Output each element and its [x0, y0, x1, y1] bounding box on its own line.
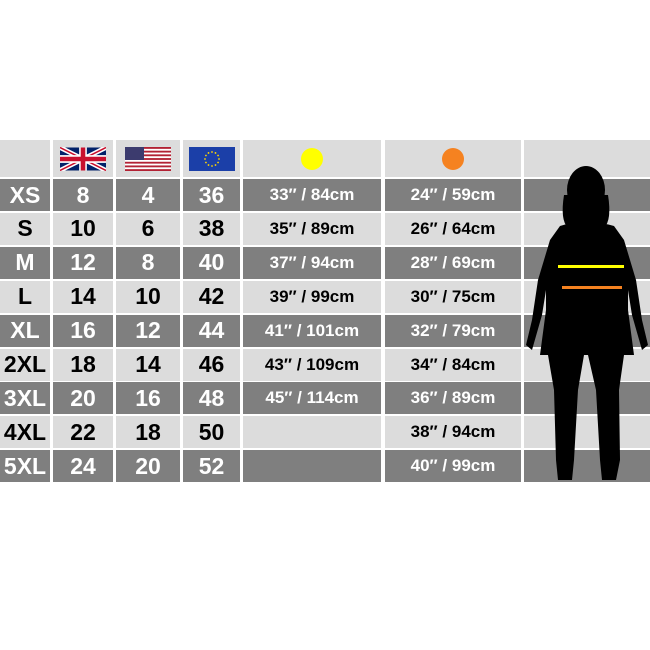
- figure-cell: [524, 450, 650, 483]
- us-size: 6: [116, 212, 180, 245]
- bust-measurement: 39″ / 99cm: [243, 280, 381, 313]
- waist-measurement: 36″ / 89cm: [385, 382, 521, 415]
- header-cell: [243, 140, 381, 177]
- header-cell: [116, 140, 180, 177]
- uk-size: 20: [53, 382, 113, 415]
- eu-size: 52: [183, 450, 240, 483]
- uk-size: 14: [53, 280, 113, 313]
- uk-size: 10: [53, 212, 113, 245]
- eu-size: 46: [183, 348, 240, 381]
- waist-line: [562, 286, 622, 289]
- us-size: 10: [116, 280, 180, 313]
- header-cell: [0, 140, 50, 177]
- us-size: 20: [116, 450, 180, 483]
- uk-size: 18: [53, 348, 113, 381]
- uk-flag-icon: [60, 146, 106, 171]
- size-label: M: [0, 246, 50, 279]
- bust-measurement: 43″ / 109cm: [243, 348, 381, 381]
- size-label: S: [0, 212, 50, 245]
- eu-size: 42: [183, 280, 240, 313]
- bust-line: [558, 265, 624, 268]
- us-flag-icon: [125, 146, 171, 171]
- us-size: 14: [116, 348, 180, 381]
- waist-measurement: 26″ / 64cm: [385, 212, 521, 245]
- waist-dot-icon: [442, 147, 464, 170]
- size-label: XL: [0, 314, 50, 347]
- waist-measurement: 30″ / 75cm: [385, 280, 521, 313]
- figure-cell: [524, 382, 650, 415]
- eu-size: 48: [183, 382, 240, 415]
- us-size: 16: [116, 382, 180, 415]
- bust-measurement: [243, 450, 381, 483]
- eu-size: 40: [183, 246, 240, 279]
- bust-measurement: [243, 416, 381, 449]
- eu-size: 44: [183, 314, 240, 347]
- uk-size: 22: [53, 416, 113, 449]
- eu-size: 36: [183, 179, 240, 211]
- bust-measurement: 37″ / 94cm: [243, 246, 381, 279]
- size-label: 5XL: [0, 450, 50, 483]
- uk-size: 8: [53, 179, 113, 211]
- size-label: 3XL: [0, 382, 50, 415]
- eu-size: 38: [183, 212, 240, 245]
- bust-dot-icon: [301, 147, 323, 170]
- waist-measurement: 40″ / 99cm: [385, 450, 521, 483]
- size-label: XS: [0, 179, 50, 211]
- waist-measurement: 24″ / 59cm: [385, 179, 521, 211]
- eu-size: 50: [183, 416, 240, 449]
- waist-measurement: 38″ / 94cm: [385, 416, 521, 449]
- uk-size: 12: [53, 246, 113, 279]
- uk-size: 24: [53, 450, 113, 483]
- us-size: 12: [116, 314, 180, 347]
- us-size: 8: [116, 246, 180, 279]
- bust-measurement: 41″ / 101cm: [243, 314, 381, 347]
- waist-measurement: 32″ / 79cm: [385, 314, 521, 347]
- figure-cell: [524, 416, 650, 449]
- waist-measurement: 34″ / 84cm: [385, 348, 521, 381]
- header-cell: [385, 140, 521, 177]
- eu-flag-icon: [188, 146, 235, 171]
- size-label: 2XL: [0, 348, 50, 381]
- header-cell: [183, 140, 240, 177]
- size-label: L: [0, 280, 50, 313]
- uk-size: 16: [53, 314, 113, 347]
- waist-measurement: 28″ / 69cm: [385, 246, 521, 279]
- header-cell: [53, 140, 113, 177]
- bust-measurement: 45″ / 114cm: [243, 382, 381, 415]
- bust-measurement: 33″ / 84cm: [243, 179, 381, 211]
- female-silhouette: [526, 166, 648, 480]
- us-size: 4: [116, 179, 180, 211]
- us-size: 18: [116, 416, 180, 449]
- bust-measurement: 35″ / 89cm: [243, 212, 381, 245]
- size-label: 4XL: [0, 416, 50, 449]
